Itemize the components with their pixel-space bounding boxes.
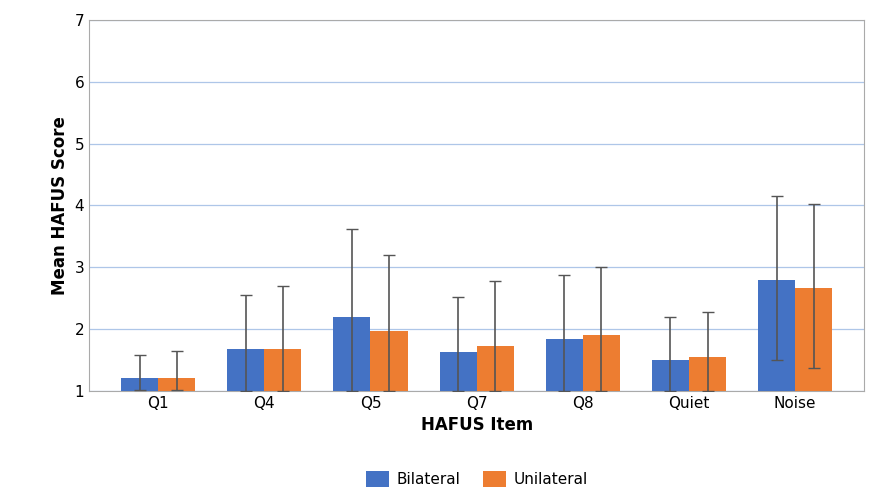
- Bar: [583, 335, 620, 391]
- Legend: Bilateral, Unilateral: Bilateral, Unilateral: [359, 465, 594, 493]
- Bar: [121, 378, 158, 391]
- Bar: [227, 349, 265, 391]
- Bar: [439, 352, 477, 391]
- Bar: [371, 331, 408, 391]
- Bar: [158, 378, 195, 391]
- Y-axis label: Mean HAFUS Score: Mean HAFUS Score: [51, 116, 69, 295]
- Bar: [796, 288, 832, 391]
- Bar: [333, 317, 371, 391]
- X-axis label: HAFUS Item: HAFUS Item: [421, 416, 533, 434]
- Bar: [758, 280, 796, 391]
- Bar: [545, 340, 583, 391]
- Bar: [265, 349, 301, 391]
- Bar: [477, 346, 514, 391]
- Bar: [652, 360, 689, 391]
- Bar: [689, 357, 726, 391]
